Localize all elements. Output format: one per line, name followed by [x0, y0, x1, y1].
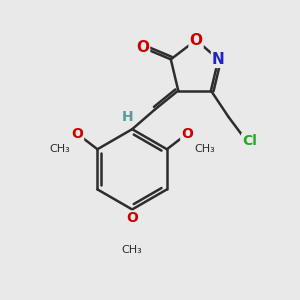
Text: CH₃: CH₃	[49, 143, 70, 154]
Text: Cl: Cl	[242, 134, 257, 148]
Text: CH₃: CH₃	[195, 143, 215, 154]
Text: H: H	[122, 110, 134, 124]
Text: CH₃: CH₃	[122, 245, 142, 255]
Text: N: N	[212, 52, 225, 67]
Text: O: O	[136, 40, 149, 55]
Text: O: O	[71, 127, 83, 141]
Text: O: O	[126, 212, 138, 225]
Text: O: O	[190, 32, 202, 47]
Text: O: O	[181, 127, 193, 141]
